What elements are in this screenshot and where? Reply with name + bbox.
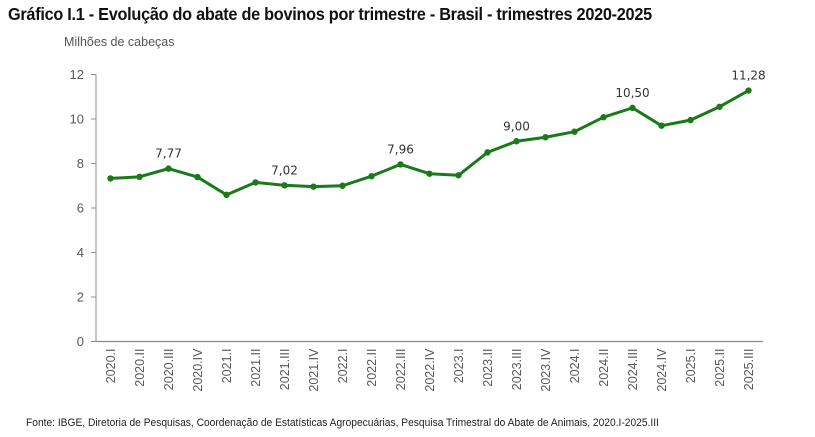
y-axis-unit-label: Milhões de cabeças	[64, 35, 175, 49]
data-point-2024.IV	[658, 122, 665, 129]
y-tick-label: 2	[77, 290, 84, 305]
series-line	[109, 89, 750, 197]
data-point-2021.III	[281, 182, 288, 189]
x-tick-label: 2020.III	[162, 349, 176, 391]
data-point-2024.III	[629, 104, 636, 112]
data-point-2021.IV	[310, 183, 317, 190]
x-tick-label: 2022.III	[394, 349, 408, 391]
data-label-2020.III: 7,77	[155, 147, 182, 161]
y-tick-label: 0	[77, 334, 84, 349]
x-tick-label: 2023.IV	[539, 348, 553, 392]
source-note: Fonte: IBGE, Diretoria de Pesquisas, Coo…	[26, 417, 659, 429]
x-tick-label: 2021.IV	[307, 348, 321, 392]
data-point-2020.IV	[194, 173, 201, 181]
x-axis: 2020.I 2020.II 2020.III 2020.IV 2021.I 2021.I…	[96, 340, 763, 392]
data-point-2024.II	[600, 114, 607, 121]
data-label-2023.III: 9,00	[503, 119, 530, 133]
chart-title: Gráfico I.1 - Evolução do abate de bovin…	[8, 4, 652, 24]
data-point-2021.I	[223, 191, 230, 199]
x-tick-label: 2025.II	[713, 349, 727, 387]
data-point-2022.IV	[426, 170, 433, 177]
x-tick-label: 2024.II	[597, 349, 611, 387]
data-point-2025.II	[716, 103, 723, 110]
data-point-2020.III	[165, 165, 172, 172]
x-tick-label: 2024.I	[568, 349, 582, 384]
data-point-2020.II	[136, 173, 143, 181]
data-point-2023.I	[455, 172, 462, 179]
x-tick-label: 2023.III	[510, 349, 524, 391]
y-tick-label: 12	[70, 67, 84, 82]
x-tick-label: 2021.II	[249, 349, 263, 387]
x-tick-label: 2024.IV	[655, 348, 669, 392]
y-axis: 0 2 4 6 8 10 12	[70, 67, 97, 349]
y-tick-label: 10	[70, 112, 84, 127]
data-point-2022.III	[397, 161, 404, 168]
x-tick-label: 2021.III	[278, 349, 292, 391]
data-point-2022.I	[339, 182, 346, 189]
x-tick-label: 2022.I	[336, 349, 350, 384]
data-label-2025.III: 11,28	[731, 69, 765, 83]
data-point-2023.II	[484, 149, 491, 156]
data-labels: 7,77 7,02 7,96 9,00 10,50 11,28	[155, 69, 766, 178]
series-abate-bovinos	[107, 87, 752, 199]
x-tick-label: 2020.II	[133, 349, 147, 387]
x-tick-label: 2020.IV	[191, 348, 205, 392]
y-tick-label: 4	[77, 245, 84, 260]
x-tick-label: 2025.I	[684, 349, 698, 384]
data-point-2023.III	[513, 138, 520, 145]
x-tick-label: 2022.IV	[423, 348, 437, 392]
data-point-2025.I	[687, 116, 694, 124]
data-point-2020.I	[107, 175, 114, 182]
data-point-2022.II	[368, 172, 375, 180]
y-tick-label: 8	[77, 156, 84, 171]
data-point-2021.II	[252, 179, 259, 186]
x-tick-label: 2025.III	[742, 349, 756, 391]
data-point-2024.I	[571, 128, 578, 135]
data-label-2024.III: 10,50	[615, 86, 649, 100]
x-tick-label: 2022.II	[365, 349, 379, 387]
x-tick-label: 2024.III	[626, 349, 640, 391]
data-point-2023.IV	[542, 134, 549, 141]
x-tick-label: 2021.I	[220, 349, 234, 384]
x-tick-label: 2023.II	[481, 349, 495, 387]
x-tick-label: 2023.I	[452, 349, 466, 384]
x-tick-label: 2020.I	[104, 349, 118, 384]
data-point-2025.III	[745, 87, 752, 94]
data-label-2021.III: 7,02	[271, 163, 298, 177]
data-label-2022.III: 7,96	[387, 142, 414, 156]
y-tick-label: 6	[77, 201, 84, 216]
